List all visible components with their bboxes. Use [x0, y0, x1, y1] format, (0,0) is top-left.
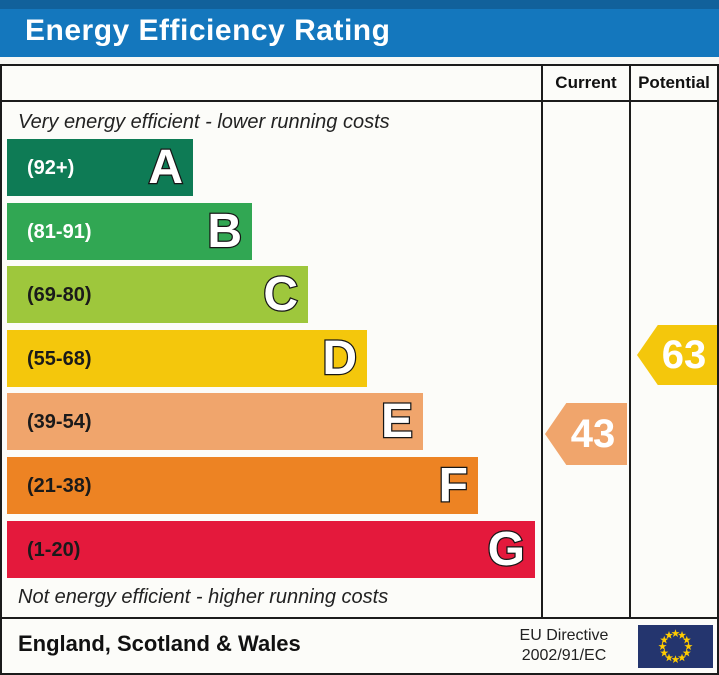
column-divider-current: [541, 66, 543, 617]
eu-flag-icon: [638, 625, 713, 668]
footer-divider-line: [2, 617, 717, 619]
band-range-label: (55-68): [27, 347, 92, 370]
eu-star: [660, 635, 669, 644]
band-range-label: (81-91): [27, 220, 92, 243]
eu-directive-line2: 2002/91/EC: [521, 647, 607, 664]
eu-star: [671, 629, 680, 637]
band-range-label: (1-20): [27, 538, 81, 561]
eu-directive-line1: EU Directive: [519, 627, 609, 644]
band-row-a: (92+) A: [7, 139, 193, 196]
eu-star: [664, 630, 674, 639]
band-row-b: (81-91) B: [7, 203, 252, 260]
eu-star: [660, 648, 669, 657]
potential-rating-value: 63: [661, 333, 707, 377]
band-range-label: (21-38): [27, 474, 92, 497]
band-letter: A: [147, 140, 184, 194]
column-header-current: Current: [555, 73, 617, 92]
band-range-label: (69-80): [27, 283, 92, 306]
band-letter: C: [262, 267, 299, 321]
band-row-e: (39-54) E: [7, 393, 423, 450]
eu-star: [677, 653, 687, 662]
eu-star: [677, 630, 687, 639]
top-note: Very energy efficient - lower running co…: [18, 111, 390, 133]
header-divider-line: [2, 100, 717, 102]
footer-region-label: England, Scotland & Wales: [18, 631, 301, 656]
column-divider-potential: [629, 66, 631, 617]
eu-star: [671, 655, 680, 663]
eu-star: [664, 653, 674, 662]
eu-star: [682, 635, 691, 644]
band-letter: G: [486, 522, 526, 576]
band-row-c: (69-80) C: [7, 266, 308, 323]
page-title: Energy Efficiency Rating: [25, 14, 391, 47]
column-header-potential: Potential: [638, 73, 710, 92]
current-rating-value: 43: [570, 412, 616, 456]
band-row-f: (21-38) F: [7, 457, 478, 514]
band-row-g: (1-20) G: [7, 521, 535, 578]
band-range-label: (39-54): [27, 410, 92, 433]
band-letter: B: [206, 204, 243, 258]
eu-star: [682, 648, 691, 657]
band-letter: F: [437, 458, 469, 512]
band-range-label: (92+): [27, 156, 75, 179]
bottom-note: Not energy efficient - higher running co…: [18, 586, 389, 608]
eu-directive-label: EU Directive 2002/91/EC: [500, 626, 628, 666]
eu-star: [658, 642, 667, 650]
band-letter: D: [321, 331, 358, 385]
band-letter: E: [380, 394, 415, 448]
eu-star: [684, 642, 693, 650]
title-bar: Energy Efficiency Rating: [0, 0, 719, 57]
band-row-d: (55-68) D: [7, 330, 367, 387]
